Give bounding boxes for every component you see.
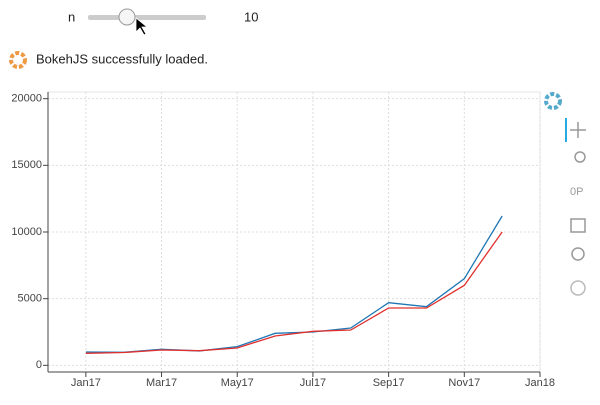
pan-tool[interactable] [570, 122, 586, 138]
y-tick-label: 10000 [11, 226, 42, 238]
x-tick-label: Nov17 [448, 377, 480, 389]
slider-track[interactable] [88, 15, 206, 20]
x-tick-label: Jan18 [525, 377, 555, 389]
x-tick-label: May17 [221, 377, 254, 389]
y-tick-label: 15000 [11, 159, 42, 171]
status-message: BokehJS successfully loaded. [36, 51, 208, 66]
wheel-zoom-tool[interactable]: 0P [570, 186, 583, 198]
cursor [135, 17, 149, 36]
toolbar: 0P [544, 92, 586, 296]
slider-value: 10 [244, 9, 258, 24]
series-line [85, 231, 503, 354]
x-tick-label: Sep17 [373, 377, 405, 389]
save-tool[interactable] [570, 218, 586, 233]
y-tick-label: 5000 [18, 293, 42, 305]
x-tick-label: Jan17 [71, 377, 101, 389]
zoom-tool[interactable] [574, 151, 586, 163]
x-tick-label: Mar17 [146, 377, 177, 389]
y-tick-label: 20000 [11, 93, 42, 105]
bokeh-logo [9, 51, 27, 69]
slider-label: n [68, 9, 75, 24]
series-line [85, 215, 503, 353]
y-tick-label: 0 [36, 359, 42, 371]
slider-handle[interactable] [118, 8, 136, 26]
reset-tool[interactable] [571, 247, 585, 261]
x-tick-label: Jul17 [300, 377, 326, 389]
help-tool[interactable] [570, 280, 586, 296]
